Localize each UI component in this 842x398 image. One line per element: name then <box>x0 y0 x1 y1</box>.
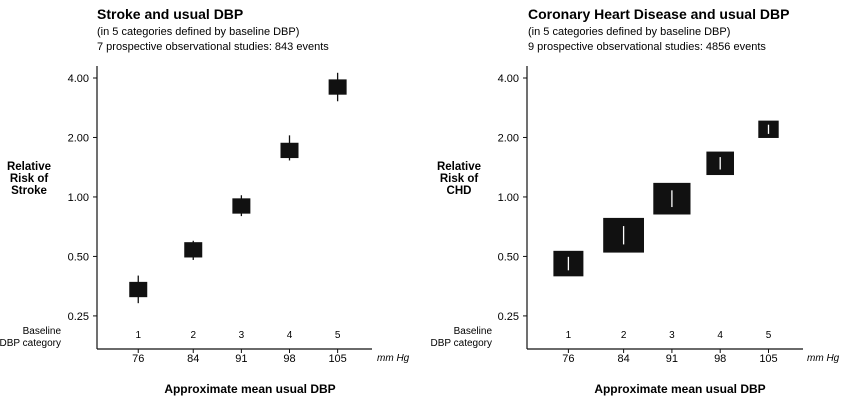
axis-ticks: 0.25 0.50 1.00 2.00 4.00 76 1 84 2 91 3 98 4 105 5 <box>68 73 347 365</box>
chd-chart: Coronary Heart Disease and usual DBP (in… <box>430 6 840 396</box>
category-number-label: 1 <box>135 330 141 341</box>
data-point-marker <box>129 281 148 298</box>
axis-ticks: 0.25 0.50 1.00 2.00 4.00 76 1 84 2 91 3 98 4 105 5 <box>498 73 778 365</box>
chart-title: Coronary Heart Disease and usual DBP <box>528 6 789 22</box>
x-tick-label: 98 <box>714 353 726 365</box>
category-label-line-2: DBP category <box>0 338 61 349</box>
category-number-label: 5 <box>766 330 772 341</box>
category-number-label: 1 <box>566 330 572 341</box>
y-axis-label-line-1: Relative <box>7 161 51 173</box>
data-marks <box>553 120 779 277</box>
y-axis-label-line-2: Risk of <box>10 173 49 185</box>
y-tick-label: 2.00 <box>498 132 519 144</box>
y-axis-label-line-3: Stroke <box>11 185 47 197</box>
category-number-label: 3 <box>669 330 675 341</box>
x-tick-label: 105 <box>328 353 346 365</box>
chart-title: Stroke and usual DBP <box>97 6 243 22</box>
category-label-line-2: DBP category <box>430 338 492 349</box>
chart-subtitle-1: (in 5 categories defined by baseline DBP… <box>97 26 299 38</box>
y-tick-label: 4.00 <box>498 73 519 85</box>
category-number-label: 5 <box>335 330 341 341</box>
y-tick-label: 2.00 <box>68 132 89 144</box>
x-axis-label: Approximate mean usual DBP <box>164 382 335 396</box>
chd-chart-panel: Coronary Heart Disease and usual DBP (in… <box>421 0 842 398</box>
data-point-marker <box>280 142 299 159</box>
chart-subtitle-2: 9 prospective observational studies: 485… <box>528 41 766 53</box>
stroke-chart: Stroke and usual DBP (in 5 categories de… <box>0 6 410 396</box>
x-tick-label: 91 <box>666 353 678 365</box>
data-marks <box>129 72 347 304</box>
x-tick-label: 105 <box>759 353 777 365</box>
x-unit-label: mm Hg <box>807 353 840 364</box>
x-tick-label: 91 <box>235 353 247 365</box>
x-tick-label: 84 <box>617 353 629 365</box>
y-tick-label: 0.50 <box>68 251 89 263</box>
category-label-line-1: Baseline <box>23 326 62 337</box>
y-tick-label: 4.00 <box>68 73 89 85</box>
stroke-chart-panel: Stroke and usual DBP (in 5 categories de… <box>0 6 410 396</box>
y-tick-label: 1.00 <box>68 192 89 204</box>
data-point-marker <box>328 79 347 95</box>
data-point-marker <box>232 198 251 214</box>
y-tick-label: 1.00 <box>498 192 519 204</box>
category-label-line-1: Baseline <box>454 326 493 337</box>
data-point-marker <box>184 242 203 258</box>
category-number-label: 2 <box>190 330 196 341</box>
y-axis-label-line-1: Relative <box>437 161 481 173</box>
x-unit-label: mm Hg <box>377 353 410 364</box>
x-tick-label: 98 <box>283 353 295 365</box>
x-axis-label: Approximate mean usual DBP <box>594 382 765 396</box>
category-number-label: 3 <box>239 330 245 341</box>
x-tick-label: 76 <box>132 353 144 365</box>
y-axis-label-line-3: CHD <box>447 185 472 197</box>
category-number-label: 4 <box>287 330 293 341</box>
x-tick-label: 84 <box>187 353 199 365</box>
category-number-label: 4 <box>717 330 723 341</box>
y-tick-label: 0.25 <box>68 311 89 323</box>
y-tick-label: 0.25 <box>498 311 519 323</box>
chart-subtitle-1: (in 5 categories defined by baseline DBP… <box>528 26 730 38</box>
chart-subtitle-2: 7 prospective observational studies: 843… <box>97 41 329 53</box>
x-tick-label: 76 <box>562 353 574 365</box>
category-number-label: 2 <box>621 330 627 341</box>
y-tick-label: 0.50 <box>498 251 519 263</box>
y-axis-label-line-2: Risk of <box>440 173 479 185</box>
